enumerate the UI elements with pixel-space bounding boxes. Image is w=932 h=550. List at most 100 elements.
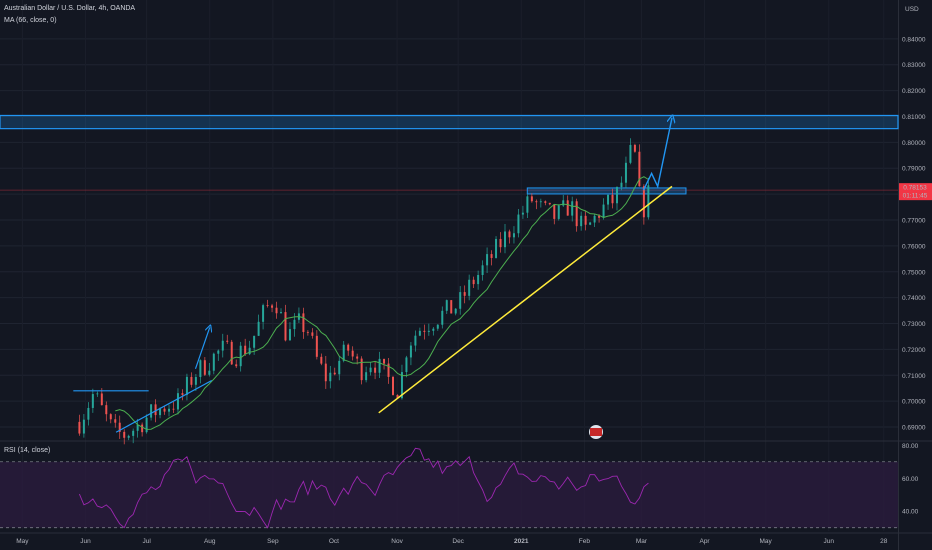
candle-body [244, 345, 247, 355]
candle-body [141, 424, 144, 433]
projection-arrow [642, 118, 673, 191]
candle-body [145, 417, 148, 433]
candle-body [306, 331, 309, 333]
candle-body [638, 151, 641, 187]
early-trendline [115, 379, 213, 433]
rsi-legend: RSI (14, close) [4, 447, 51, 454]
candle-body [463, 292, 466, 296]
candle-body [280, 312, 283, 314]
y-tick-label-0: 0.84000 [902, 36, 926, 43]
resistance-zone [0, 114, 899, 130]
y-tick-label-10: 0.74000 [902, 295, 926, 302]
y-tick-label-13: 0.71000 [902, 373, 926, 380]
x-tick-label-1: Jun [80, 538, 91, 545]
candle-body [159, 408, 162, 416]
candle-body [508, 231, 511, 238]
x-tick-label-6: Nov [391, 538, 403, 545]
candle-body [580, 215, 583, 227]
candle-body [405, 357, 408, 373]
candle-body [544, 201, 547, 203]
candle-body [396, 394, 399, 399]
y-tick-label-15: 0.69000 [902, 425, 926, 432]
candle-body [360, 358, 363, 381]
candle-body [194, 377, 197, 385]
candle-body [441, 310, 444, 325]
candle-body [239, 345, 242, 367]
candle-body [539, 201, 542, 203]
x-tick-label-12: May [760, 538, 773, 545]
candle-body [557, 205, 560, 219]
x-tick-label-4: Sep [267, 538, 279, 545]
candle-body [199, 360, 202, 378]
candle-body [118, 422, 121, 432]
y-tick-label-9: 0.75000 [902, 269, 926, 276]
candle-body [320, 356, 323, 364]
candle-body [633, 144, 636, 152]
candle-body [315, 335, 318, 357]
candle-body [356, 356, 359, 359]
y-tick-label-14: 0.70000 [902, 399, 926, 406]
candle-body [127, 435, 130, 438]
x-tick-label-8: 2021 [514, 538, 529, 545]
rsi-tick-label-1: 60.00 [902, 476, 919, 483]
candle-body [105, 405, 108, 415]
x-tick-label-7: Dec [452, 538, 464, 545]
candle-body [512, 233, 515, 238]
candle-body [190, 376, 193, 385]
candle-body [136, 424, 139, 431]
candle-body [338, 360, 341, 375]
candle-body [78, 421, 81, 434]
candle-body [615, 187, 618, 204]
candle-body [409, 345, 412, 358]
candle-body [217, 350, 220, 354]
y-tick-label-2: 0.82000 [902, 88, 926, 95]
y-tick-label-4: 0.80000 [902, 140, 926, 147]
candle-body [477, 274, 480, 285]
candle-body [486, 254, 489, 266]
candle-body [387, 363, 390, 377]
candle-body [293, 319, 296, 330]
candle-body [530, 196, 533, 202]
event-flag-stripe [590, 428, 602, 436]
candle-body [266, 305, 269, 306]
candle-body [154, 404, 157, 416]
y-tick-label-3: 0.81000 [902, 114, 926, 121]
candle-body [87, 407, 90, 420]
x-tick-label-10: Mar [636, 538, 648, 545]
x-tick-label-5: Oct [329, 538, 339, 545]
candle-body [288, 329, 291, 341]
candle-body [374, 367, 377, 373]
ma-legend: MA (66, close, 0) [4, 17, 57, 24]
candle-body [369, 367, 372, 373]
candle-body [212, 353, 215, 371]
candle-body [150, 404, 153, 418]
candle-body [351, 350, 354, 357]
candle-body [208, 370, 211, 375]
candle-body [414, 335, 417, 346]
candle-body [436, 324, 439, 329]
chart-title: Australian Dollar / U.S. Dollar, 4h, OAN… [4, 5, 136, 12]
candle-body [642, 186, 645, 218]
candle-body [284, 312, 287, 341]
support-box [526, 187, 687, 195]
x-tick-label-14: 28 [880, 538, 888, 545]
candle-body [329, 372, 332, 382]
candle-body [342, 344, 345, 361]
y-tick-label-11: 0.73000 [902, 321, 926, 328]
candle-body [517, 214, 520, 234]
x-tick-label-13: Jun [824, 538, 835, 545]
candle-body [571, 201, 574, 216]
candle-body [589, 222, 592, 225]
candle-body [548, 202, 551, 205]
y-tick-label-1: 0.83000 [902, 62, 926, 69]
candle-body [109, 414, 112, 420]
candle-body [400, 372, 403, 399]
rsi-line [78, 447, 649, 529]
price-tag [899, 183, 932, 201]
candle-body [168, 408, 171, 412]
price-tag-value: 0.78153 [903, 185, 927, 192]
y-tick-label-8: 0.76000 [902, 243, 926, 250]
yellow-trendline [378, 185, 673, 414]
